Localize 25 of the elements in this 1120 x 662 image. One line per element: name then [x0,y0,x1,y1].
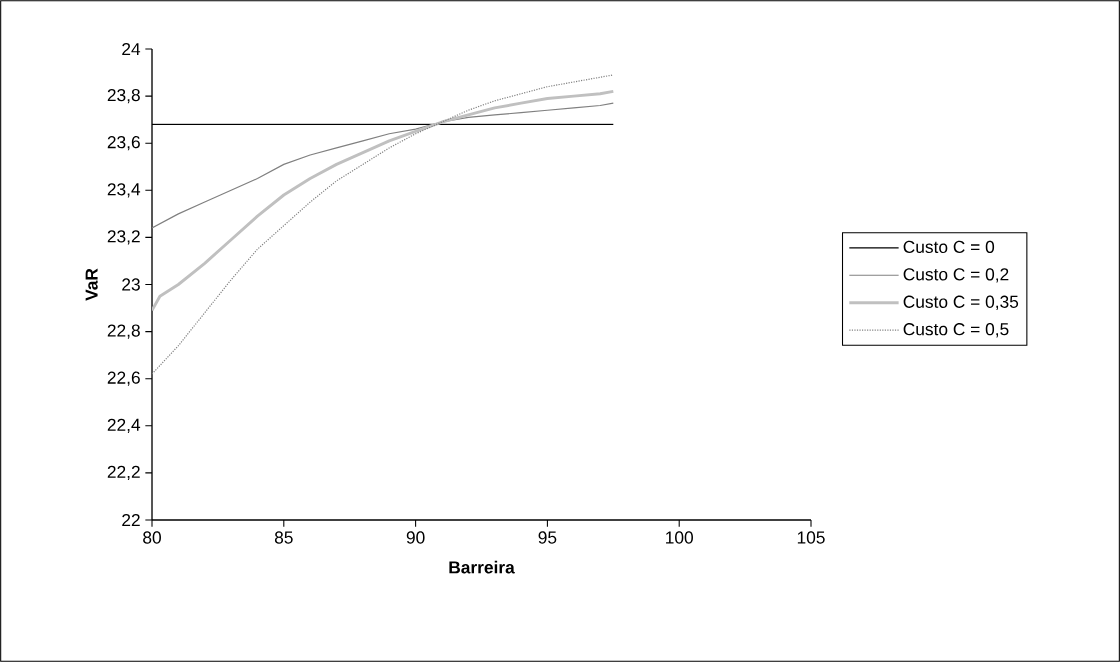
y-tick-label: 22 [122,513,140,527]
legend-label: Custo C = 0,2 [903,268,1009,283]
line-series [152,102,614,229]
y-tick-label: 23,4 [107,183,141,198]
y-tick-label: 24 [122,42,141,56]
x-tick-label: 85 [274,531,293,544]
y-tick-label: 23,8 [107,88,140,104]
y-tick-label: 22,8 [107,324,140,339]
x-tick-label: 100 [666,531,693,544]
line-series [152,89,615,312]
y-tick-label: 23,2 [107,230,140,245]
y-tick-label: 22,6 [107,371,140,386]
x-axis-title: Barreira [449,560,515,574]
y-tick-label: 22,4 [107,418,141,433]
x-tick-label: 95 [538,531,557,544]
y-tick-label: 22,2 [107,465,140,481]
y-tick-label: 23,6 [107,136,140,151]
x-tick-label: 80 [143,531,161,544]
y-axis-title: VaR [85,268,98,301]
legend-label: Custo C = 0 [903,240,995,254]
y-tick-label: 23 [122,278,140,291]
legend-label: Custo C = 0,5 [903,323,1009,338]
legend-label: Custo C = 0,35 [903,295,1019,310]
x-tick-label: 90 [406,531,425,544]
x-tick-label: 105 [797,531,825,544]
